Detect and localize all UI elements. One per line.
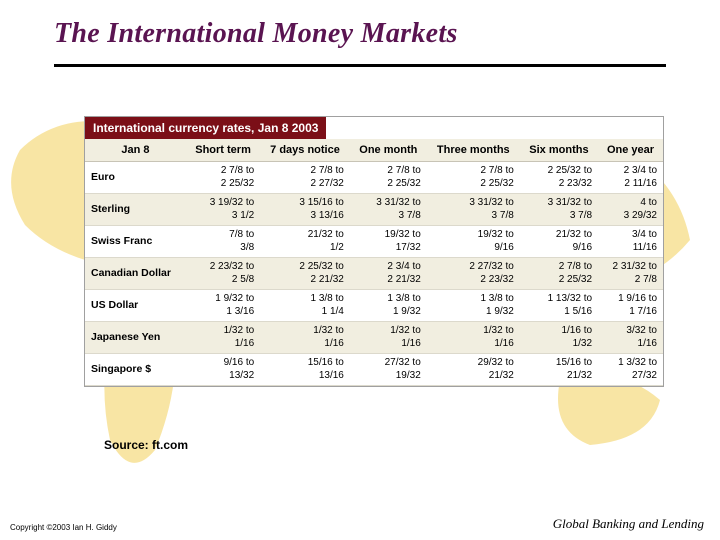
copyright: Copyright ©2003 Ian H. Giddy <box>10 523 117 532</box>
row-label: Singapore $ <box>85 354 186 386</box>
table-caption: International currency rates, Jan 8 2003 <box>85 117 326 139</box>
rate-cell: 2 7/8 to2 25/32 <box>186 162 260 194</box>
row-label: US Dollar <box>85 290 186 322</box>
table-row: Euro2 7/8 to2 25/322 7/8 to2 27/322 7/8 … <box>85 162 663 194</box>
rate-cell: 2 31/32 to2 7/8 <box>598 258 663 290</box>
page-title: The International Money Markets <box>54 18 458 50</box>
col-1year: One year <box>598 139 663 162</box>
table-row: Canadian Dollar2 23/32 to2 5/82 25/32 to… <box>85 258 663 290</box>
rate-cell: 2 3/4 to2 11/16 <box>598 162 663 194</box>
rate-cell: 3 15/16 to3 13/16 <box>260 194 350 226</box>
rates-table: Jan 8 Short term 7 days notice One month… <box>85 139 663 386</box>
rate-cell: 19/32 to9/16 <box>427 226 520 258</box>
rate-cell: 1/32 to1/16 <box>427 322 520 354</box>
rate-cell: 7/8 to3/8 <box>186 226 260 258</box>
rate-cell: 2 7/8 to2 25/32 <box>350 162 427 194</box>
rate-cell: 3/4 to11/16 <box>598 226 663 258</box>
rate-cell: 15/16 to13/16 <box>260 354 350 386</box>
rate-cell: 2 7/8 to2 25/32 <box>520 258 598 290</box>
table-row: Singapore $9/16 to13/3215/16 to13/1627/3… <box>85 354 663 386</box>
rate-cell: 2 23/32 to2 5/8 <box>186 258 260 290</box>
rate-cell: 15/16 to21/32 <box>520 354 598 386</box>
rate-cell: 2 7/8 to2 25/32 <box>427 162 520 194</box>
table-row: Swiss Franc7/8 to3/821/32 to1/219/32 to1… <box>85 226 663 258</box>
rate-cell: 2 25/32 to2 21/32 <box>260 258 350 290</box>
rate-cell: 1 3/8 to1 1/4 <box>260 290 350 322</box>
rate-cell: 3 31/32 to3 7/8 <box>350 194 427 226</box>
rate-cell: 1 13/32 to1 5/16 <box>520 290 598 322</box>
table-row: US Dollar1 9/32 to1 3/161 3/8 to1 1/41 3… <box>85 290 663 322</box>
rate-cell: 9/16 to13/32 <box>186 354 260 386</box>
col-date: Jan 8 <box>85 139 186 162</box>
table-row: Sterling3 19/32 to3 1/23 15/16 to3 13/16… <box>85 194 663 226</box>
rate-cell: 1/32 to1/16 <box>350 322 427 354</box>
rate-cell: 3 19/32 to3 1/2 <box>186 194 260 226</box>
source-note: Source: ft.com <box>104 438 188 452</box>
rate-cell: 1/32 to1/16 <box>186 322 260 354</box>
row-label: Swiss Franc <box>85 226 186 258</box>
rate-cell: 3 31/32 to3 7/8 <box>520 194 598 226</box>
rate-cell: 1 9/32 to1 3/16 <box>186 290 260 322</box>
rate-cell: 2 3/4 to2 21/32 <box>350 258 427 290</box>
rate-cell: 3/32 to1/16 <box>598 322 663 354</box>
rate-cell: 1/16 to1/32 <box>520 322 598 354</box>
table-header-row: Jan 8 Short term 7 days notice One month… <box>85 139 663 162</box>
rate-cell: 1 3/32 to27/32 <box>598 354 663 386</box>
rate-cell: 29/32 to21/32 <box>427 354 520 386</box>
title-rule <box>54 64 666 67</box>
table-row: Japanese Yen1/32 to1/161/32 to1/161/32 t… <box>85 322 663 354</box>
rate-cell: 2 7/8 to2 27/32 <box>260 162 350 194</box>
rate-cell: 1/32 to1/16 <box>260 322 350 354</box>
row-label: Canadian Dollar <box>85 258 186 290</box>
rate-cell: 21/32 to9/16 <box>520 226 598 258</box>
col-6months: Six months <box>520 139 598 162</box>
rate-cell: 19/32 to17/32 <box>350 226 427 258</box>
rate-cell: 4 to3 29/32 <box>598 194 663 226</box>
col-1month: One month <box>350 139 427 162</box>
footer-title: Global Banking and Lending <box>553 516 704 532</box>
rate-cell: 21/32 to1/2 <box>260 226 350 258</box>
rate-cell: 2 27/32 to2 23/32 <box>427 258 520 290</box>
rates-table-container: International currency rates, Jan 8 2003… <box>84 116 664 387</box>
rate-cell: 1 3/8 to1 9/32 <box>350 290 427 322</box>
row-label: Euro <box>85 162 186 194</box>
rate-cell: 1 9/16 to1 7/16 <box>598 290 663 322</box>
rate-cell: 3 31/32 to3 7/8 <box>427 194 520 226</box>
rate-cell: 27/32 to19/32 <box>350 354 427 386</box>
col-3months: Three months <box>427 139 520 162</box>
rate-cell: 2 25/32 to2 23/32 <box>520 162 598 194</box>
col-7days: 7 days notice <box>260 139 350 162</box>
row-label: Sterling <box>85 194 186 226</box>
row-label: Japanese Yen <box>85 322 186 354</box>
col-short: Short term <box>186 139 260 162</box>
rate-cell: 1 3/8 to1 9/32 <box>427 290 520 322</box>
